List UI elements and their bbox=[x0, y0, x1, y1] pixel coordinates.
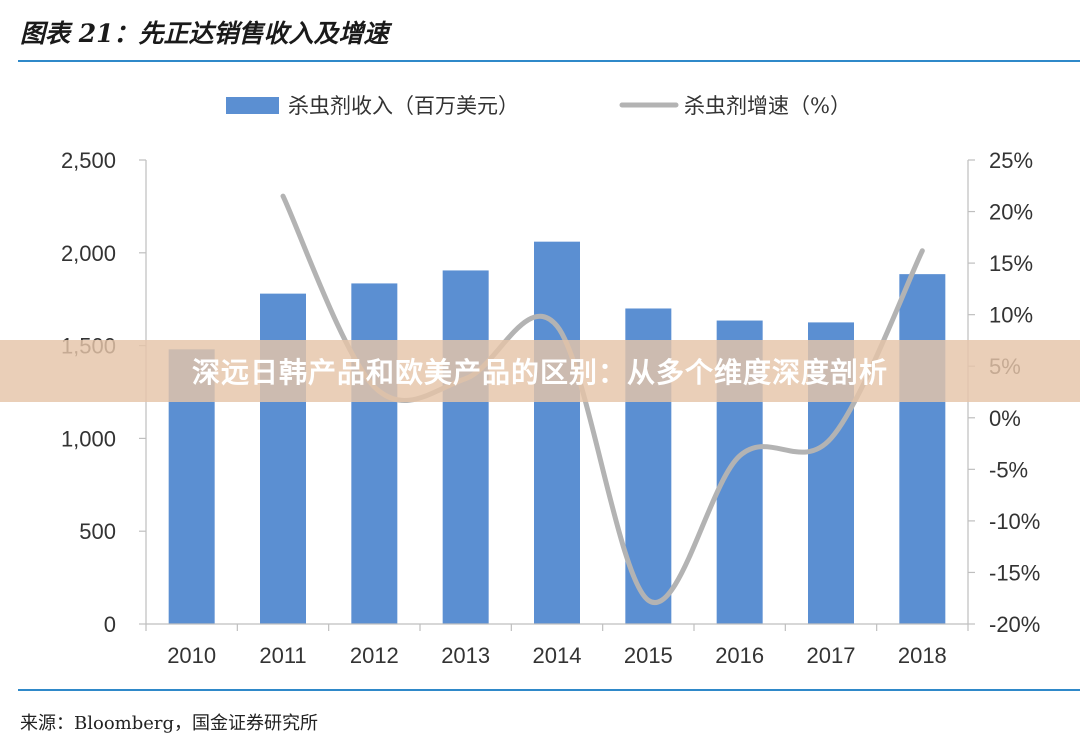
right-tick-label: 25% bbox=[989, 148, 1033, 173]
x-axis: 2010 2011 2012 2013 2014 2015 2016 2017 2018 bbox=[145, 623, 969, 668]
x-tick-label: 2010 bbox=[167, 643, 216, 668]
x-tick-label: 2013 bbox=[441, 643, 490, 668]
revenue-bar bbox=[351, 283, 398, 624]
watermark-banner: 深远日韩产品和欧美产品的区别：从多个维度深度剖析 bbox=[0, 340, 1080, 402]
left-tick-label: 2,000 bbox=[61, 241, 116, 266]
right-tick-label: 10% bbox=[989, 303, 1033, 328]
right-tick-label: -5% bbox=[989, 457, 1028, 482]
left-tick-label: 0 bbox=[104, 612, 116, 637]
x-tick-label: 2016 bbox=[715, 643, 764, 668]
chart-legend: 杀虫剂收入（百万美元） 杀虫剂增速（%） bbox=[226, 94, 851, 118]
figure-title: 图表 21：先正达销售收入及增速 bbox=[20, 19, 389, 48]
right-tick-label: -20% bbox=[989, 612, 1040, 637]
revenue-bar bbox=[899, 274, 946, 624]
watermark-text: 深远日韩产品和欧美产品的区别：从多个维度深度剖析 bbox=[191, 356, 888, 389]
legend-swatch-revenue bbox=[226, 97, 279, 114]
right-tick-label: 0% bbox=[989, 406, 1021, 431]
x-tick-label: 2018 bbox=[898, 643, 947, 668]
right-tick-label: -10% bbox=[989, 509, 1040, 534]
x-tick-label: 2011 bbox=[259, 643, 306, 668]
legend-label-growth: 杀虫剂增速（%） bbox=[684, 94, 851, 118]
left-tick-label: 500 bbox=[79, 519, 116, 544]
right-tick-label: -15% bbox=[989, 560, 1040, 585]
right-tick-label: 20% bbox=[989, 200, 1033, 225]
revenue-bars bbox=[168, 241, 946, 624]
right-tick-label: 15% bbox=[989, 251, 1033, 276]
x-tick-label: 2012 bbox=[350, 643, 399, 668]
x-tick-label: 2017 bbox=[807, 643, 856, 668]
x-tick-label: 2015 bbox=[624, 643, 673, 668]
legend-label-revenue: 杀虫剂收入（百万美元） bbox=[288, 94, 519, 118]
left-tick-label: 1,000 bbox=[61, 426, 116, 451]
source-note: 来源：Bloomberg，国金证券研究所 bbox=[20, 713, 319, 734]
revenue-bar bbox=[534, 241, 580, 624]
revenue-bar bbox=[442, 270, 489, 624]
title-rule bbox=[18, 60, 1080, 62]
source-rule bbox=[18, 689, 1080, 691]
x-tick-label: 2014 bbox=[533, 643, 582, 668]
left-tick-label: 2,500 bbox=[61, 148, 116, 173]
